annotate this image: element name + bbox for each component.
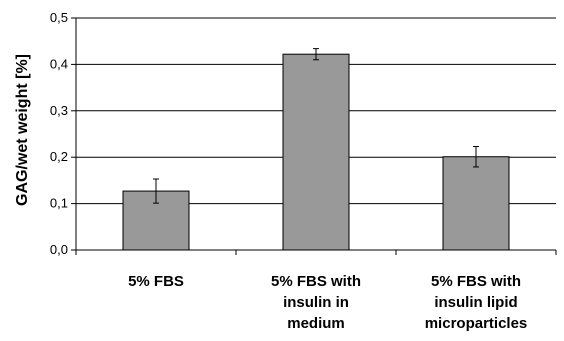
error-bars [153,48,479,204]
category-label: 5% FBS with insulin lipid microparticles [425,273,528,332]
category-label-line: medium [287,315,345,332]
axes [71,17,557,255]
y-tick-labels: 0,0 0,1 0,2 0,3 0,4 0,5 [50,10,68,257]
y-tick-label: 0,1 [50,196,68,211]
bar [442,156,510,251]
category-label-line: 5% FBS [128,273,184,290]
category-label-line: insulin in [283,294,349,311]
y-tick-label: 0,5 [50,10,68,25]
category-label: 5% FBS with insulin in medium [271,273,361,332]
bar [282,53,350,251]
category-label-line: 5% FBS with [431,273,521,290]
y-tick-label: 0,3 [50,103,68,118]
category-label-line: 5% FBS with [271,273,361,290]
category-label: 5% FBS [128,273,184,290]
y-tick-label: 0,2 [50,149,68,164]
bars [122,53,510,251]
category-label-line: microparticles [425,315,528,332]
y-tick-label: 0,4 [50,56,68,71]
y-axis-title: GAG/wet weight [%] [14,54,31,206]
category-label-line: insulin lipid [434,294,517,311]
y-tick-label: 0,0 [50,242,68,257]
